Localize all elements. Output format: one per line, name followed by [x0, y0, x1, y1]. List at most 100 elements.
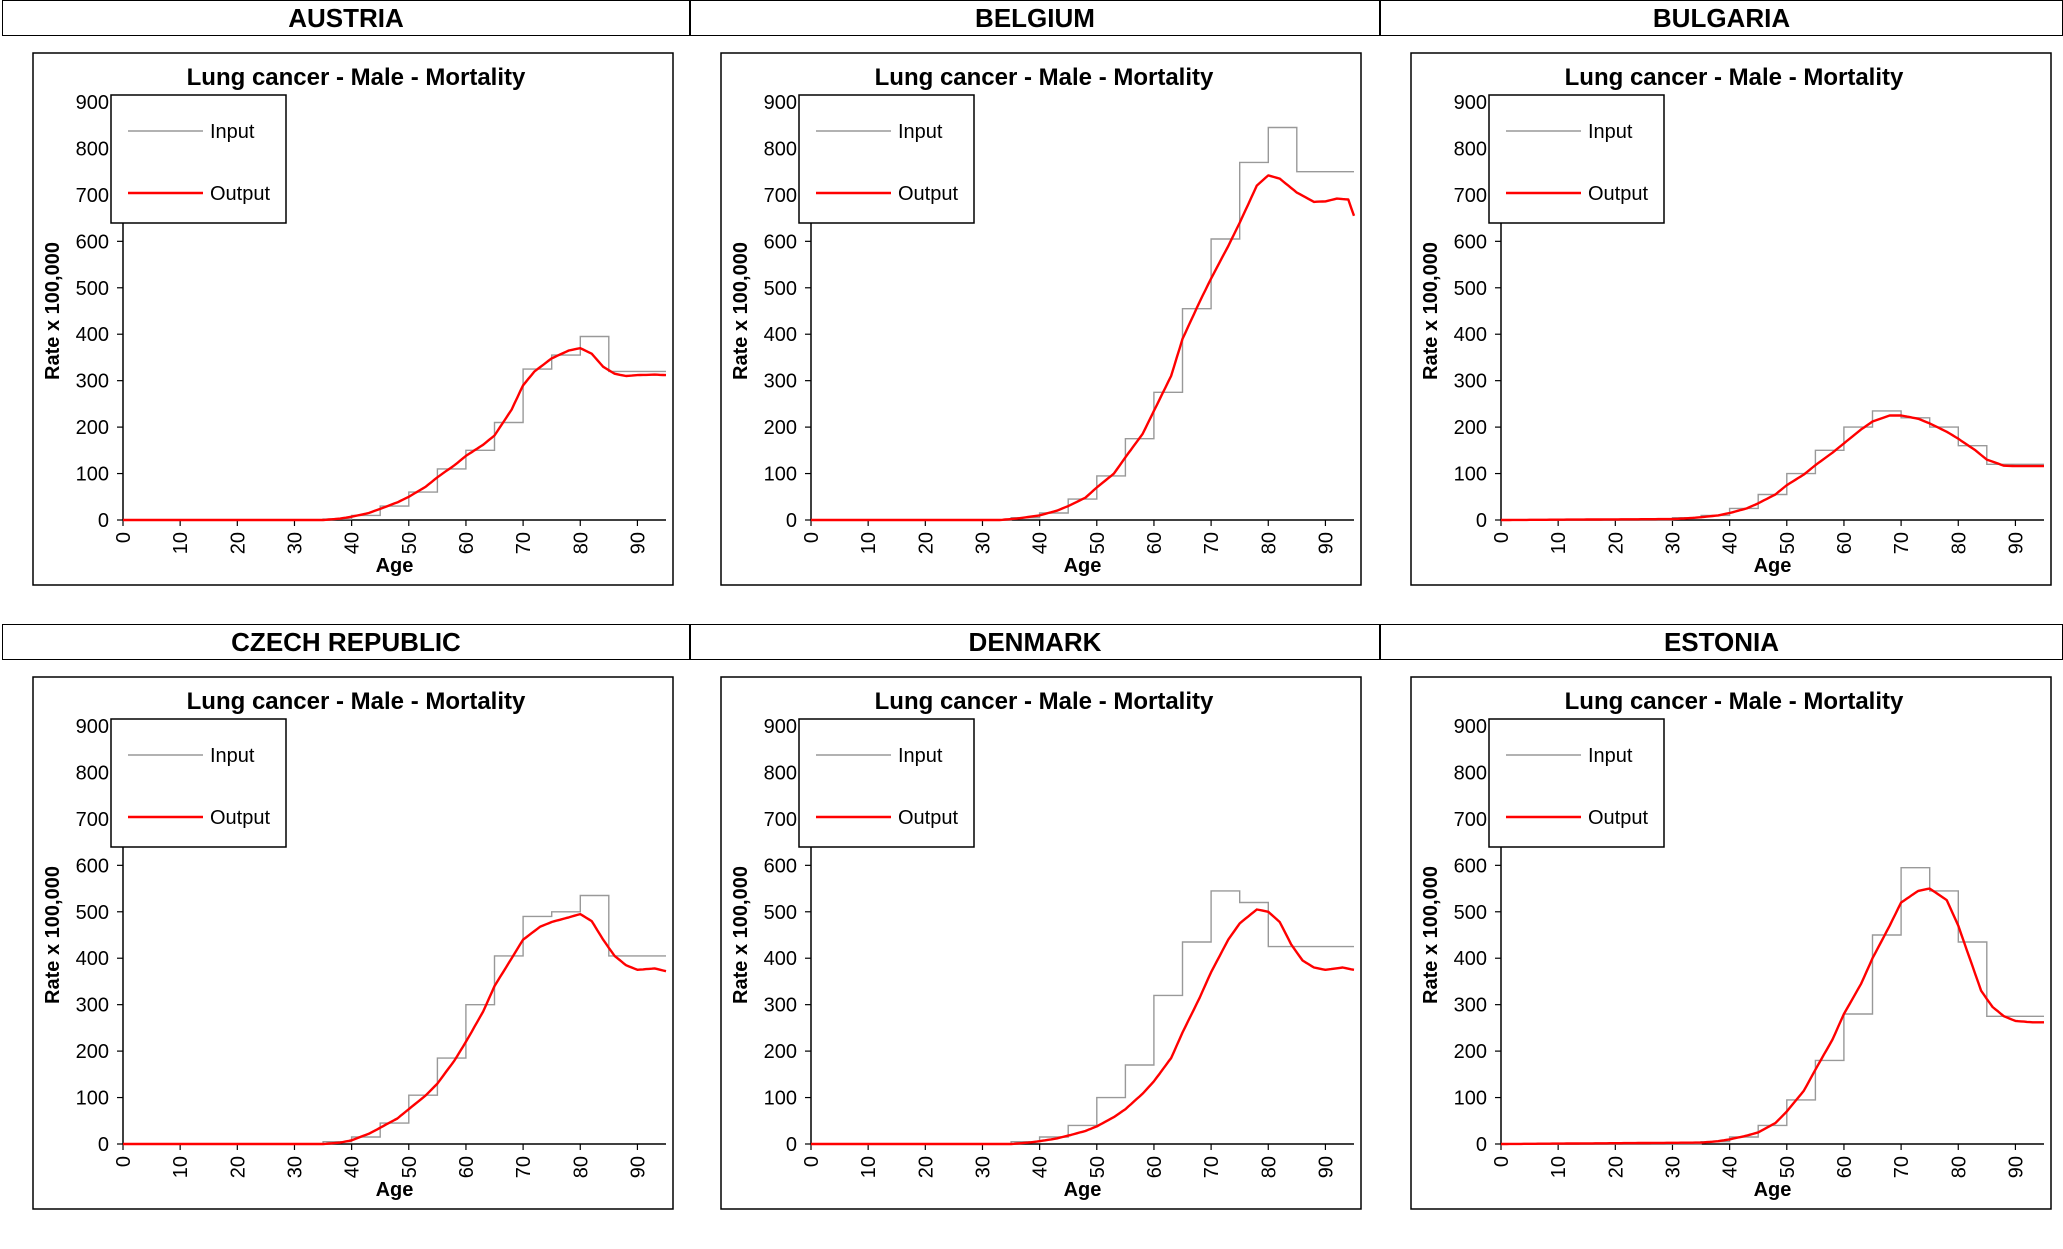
legend-output-label: Output	[210, 807, 270, 829]
x-tick-label: 10	[858, 1156, 880, 1178]
y-tick-label: 300	[764, 995, 797, 1017]
y-tick-label: 0	[786, 510, 797, 532]
series-input-line	[811, 126, 1354, 521]
y-tick-label: 800	[76, 762, 109, 784]
series-output-line	[1501, 887, 2044, 1146]
legend-output-label: Output	[1588, 807, 1648, 829]
x-tick-label: 70	[1201, 1156, 1223, 1178]
country-header: BULGARIA	[1380, 0, 2063, 36]
x-tick-label: 80	[570, 1156, 592, 1178]
chart-estonia: Lung cancer - Male - Mortality0100200300…	[1410, 676, 2052, 1210]
x-tick-label: 0	[113, 532, 135, 543]
x-tick-label: 70	[1891, 532, 1913, 554]
series-input-line	[1501, 410, 2044, 521]
x-tick-label: 60	[456, 1156, 478, 1178]
country-header: BELGIUM	[690, 0, 1380, 36]
y-tick-label: 700	[1454, 185, 1487, 207]
x-tick-label: 50	[1777, 532, 1799, 554]
x-tick-label: 90	[2005, 532, 2027, 554]
x-tick-label: 30	[284, 532, 306, 554]
x-axis-label: Age	[1754, 1179, 1792, 1201]
x-tick-label: 60	[456, 532, 478, 554]
x-axis-label: Age	[1064, 555, 1102, 577]
y-tick-label: 600	[76, 855, 109, 877]
x-tick-label: 50	[1777, 1156, 1799, 1178]
y-tick-label: 0	[786, 1134, 797, 1156]
y-tick-label: 300	[76, 371, 109, 393]
chart-belgium: Lung cancer - Male - Mortality0100200300…	[720, 52, 1362, 586]
chart-grid: AUSTRIA Lung cancer - Male - Mortality 0 1…	[2, 0, 2063, 1210]
series-output-line	[811, 908, 1355, 1146]
y-tick-label: 100	[1454, 1088, 1487, 1110]
y-tick-label: 400	[76, 324, 109, 346]
y-tick-label: 500	[764, 278, 797, 300]
y-tick-label: 200	[764, 1041, 797, 1063]
x-tick-label: 40	[1720, 532, 1742, 554]
y-tick-label: 600	[764, 231, 797, 253]
x-tick-label: 90	[1315, 1156, 1337, 1178]
panel-austria: AUSTRIA Lung cancer - Male - Mortality 0 1…	[2, 0, 690, 595]
chart-denmark: Lung cancer - Male - Mortality0100200300…	[720, 676, 1362, 1210]
chart-bulgaria: Lung cancer - Male - Mortality0100200300…	[1410, 52, 2052, 586]
panel-czech-republic: CZECH REPUBLIC Lung cancer - Male - Mort…	[2, 624, 690, 1210]
x-tick-label: 0	[801, 532, 823, 543]
x-tick-label: 20	[227, 532, 249, 554]
y-tick-label: 900	[1454, 716, 1487, 738]
x-tick-label: 40	[1030, 1156, 1052, 1178]
chart-title: Lung cancer - Male - Mortality	[875, 64, 1214, 91]
country-header: AUSTRIA	[2, 0, 690, 36]
x-tick-label: 80	[1948, 532, 1970, 554]
country-header: CZECH REPUBLIC	[2, 624, 690, 660]
x-axis-label: Age	[376, 555, 414, 577]
y-tick-label: 300	[764, 371, 797, 393]
x-tick-label: 50	[1087, 532, 1109, 554]
y-tick-label: 800	[764, 762, 797, 784]
y-tick-label: 200	[1454, 1041, 1487, 1063]
series-input-line	[1501, 867, 2044, 1145]
x-axis-label: Age	[1754, 555, 1792, 577]
y-tick-label: 700	[76, 809, 109, 831]
y-tick-label: 400	[76, 948, 109, 970]
y-tick-label: 900	[764, 92, 797, 114]
x-axis-label: Age	[1064, 1179, 1102, 1201]
y-tick-label: 100	[1454, 464, 1487, 486]
x-tick-label: 30	[972, 1156, 994, 1178]
x-tick-label: 0	[1491, 532, 1513, 543]
series-input-line	[811, 890, 1354, 1145]
x-tick-label: 20	[1605, 532, 1627, 554]
x-tick-label: 90	[627, 532, 649, 554]
y-tick-label: 500	[1454, 278, 1487, 300]
x-tick-label: 20	[227, 1156, 249, 1178]
x-tick-label: 40	[1030, 532, 1052, 554]
x-axis-label: Age	[376, 1179, 414, 1201]
legend-box	[110, 94, 287, 224]
x-tick-label: 40	[1720, 1156, 1742, 1178]
panel-denmark: DENMARK Lung cancer - Male - Mortality 0 1…	[690, 624, 1380, 1210]
chart-title: Lung cancer - Male - Mortality	[187, 688, 526, 715]
y-tick-label: 300	[76, 995, 109, 1017]
chart-title: Lung cancer - Male - Mortality	[875, 688, 1214, 715]
y-tick-label: 500	[1454, 902, 1487, 924]
y-tick-label: 700	[764, 185, 797, 207]
x-tick-label: 80	[1258, 1156, 1280, 1178]
legend-input-label: Input	[1588, 745, 1633, 767]
legend-output-label: Output	[898, 807, 958, 829]
x-tick-label: 50	[399, 1156, 421, 1178]
x-tick-label: 30	[1662, 1156, 1684, 1178]
x-tick-label: 90	[1315, 532, 1337, 554]
legend-output-label: Output	[210, 183, 270, 205]
y-tick-label: 500	[76, 278, 109, 300]
x-tick-label: 20	[1605, 1156, 1627, 1178]
y-axis-label: Rate x 100,000	[42, 242, 64, 380]
x-tick-label: 90	[2005, 1156, 2027, 1178]
y-tick-label: 800	[1454, 762, 1487, 784]
x-tick-label: 60	[1144, 1156, 1166, 1178]
x-tick-label: 40	[342, 1156, 364, 1178]
chart-title: Lung cancer - Male - Mortality	[1565, 688, 1904, 715]
x-tick-label: 60	[1834, 532, 1856, 554]
x-tick-label: 50	[1087, 1156, 1109, 1178]
panel-bulgaria: BULGARIA Lung cancer - Male - Mortality 0…	[1380, 0, 2063, 595]
series-input-line	[123, 894, 666, 1145]
y-tick-label: 200	[1454, 417, 1487, 439]
panel-belgium: BELGIUM Lung cancer - Male - Mortality 0 1…	[690, 0, 1380, 595]
